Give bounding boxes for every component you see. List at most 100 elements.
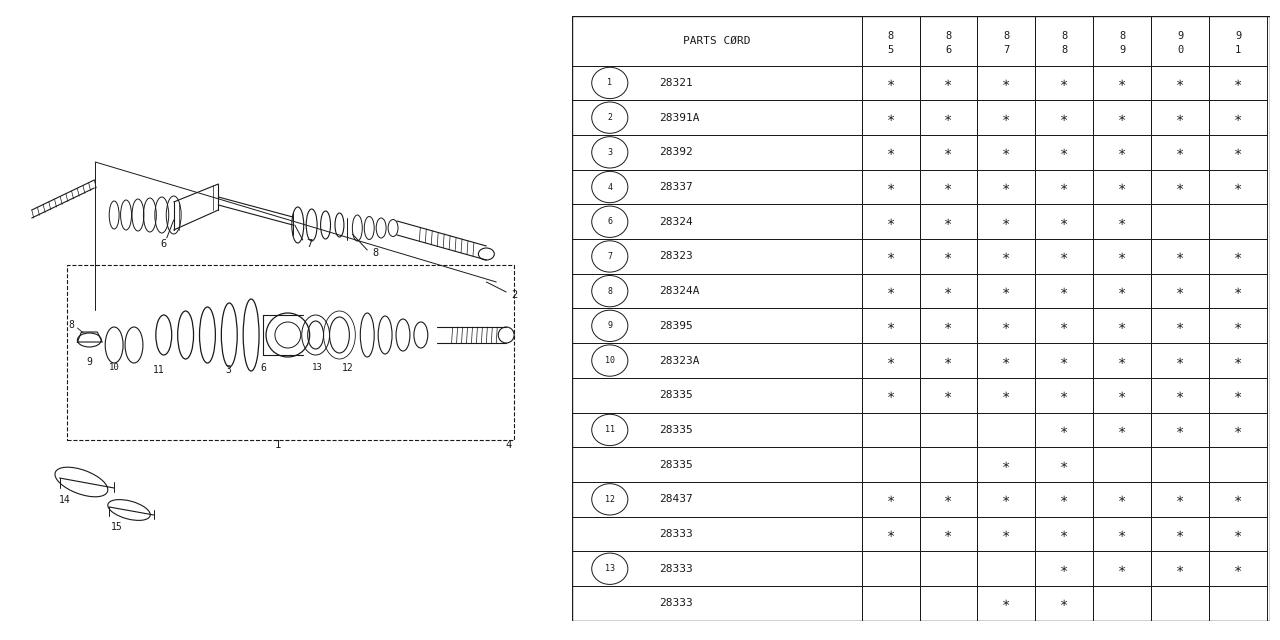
Text: ∗: ∗ xyxy=(1234,319,1242,333)
Bar xyxy=(861,447,919,482)
Bar xyxy=(861,239,919,274)
Text: 28337: 28337 xyxy=(659,182,692,192)
Text: 2: 2 xyxy=(607,113,612,122)
Text: 10: 10 xyxy=(109,364,119,372)
Bar xyxy=(1210,552,1267,586)
Bar xyxy=(978,482,1036,516)
Bar xyxy=(978,516,1036,552)
Text: ∗: ∗ xyxy=(1176,145,1184,159)
Bar xyxy=(978,552,1036,586)
Bar xyxy=(1093,65,1151,100)
Text: ∗: ∗ xyxy=(887,145,895,159)
Bar xyxy=(572,447,861,482)
Bar xyxy=(1210,135,1267,170)
Bar xyxy=(572,135,861,170)
Bar xyxy=(572,552,861,586)
Bar xyxy=(1093,516,1151,552)
Text: 8: 8 xyxy=(372,248,379,258)
Text: ∗: ∗ xyxy=(945,215,952,228)
Text: ∗: ∗ xyxy=(1060,319,1069,333)
Bar xyxy=(978,413,1036,447)
Text: ∗: ∗ xyxy=(1002,111,1011,125)
Bar xyxy=(919,343,978,378)
Bar xyxy=(1036,16,1093,65)
Bar xyxy=(1093,552,1151,586)
Text: ∗: ∗ xyxy=(1060,284,1069,298)
Text: ∗: ∗ xyxy=(1234,562,1242,576)
Text: 13: 13 xyxy=(604,564,614,573)
Text: 6: 6 xyxy=(161,239,166,249)
Bar xyxy=(861,65,919,100)
Text: 3: 3 xyxy=(607,148,612,157)
Text: 8: 8 xyxy=(1004,31,1010,41)
Bar xyxy=(919,552,978,586)
Bar xyxy=(1151,378,1210,413)
Text: ∗: ∗ xyxy=(1234,284,1242,298)
Bar xyxy=(1151,274,1210,308)
Bar xyxy=(1210,308,1267,343)
Bar xyxy=(861,135,919,170)
Text: 13: 13 xyxy=(312,364,323,372)
Text: 8: 8 xyxy=(1061,31,1068,41)
Bar xyxy=(1036,170,1093,204)
Text: 28392: 28392 xyxy=(659,147,692,157)
Bar xyxy=(919,239,978,274)
Text: 28437: 28437 xyxy=(659,494,692,504)
Bar xyxy=(1151,204,1210,239)
Bar xyxy=(572,239,861,274)
Text: 1: 1 xyxy=(1235,45,1242,55)
Bar xyxy=(1036,482,1093,516)
Text: ∗: ∗ xyxy=(1060,596,1069,611)
Text: ∗: ∗ xyxy=(887,250,895,264)
Text: ∗: ∗ xyxy=(945,319,952,333)
Bar xyxy=(1093,170,1151,204)
Bar xyxy=(1036,586,1093,621)
Text: ∗: ∗ xyxy=(1060,492,1069,506)
Bar xyxy=(572,413,861,447)
Bar xyxy=(1151,482,1210,516)
Text: 28333: 28333 xyxy=(659,529,692,539)
Text: ∗: ∗ xyxy=(1234,388,1242,403)
Bar xyxy=(1093,343,1151,378)
Text: ∗: ∗ xyxy=(1117,562,1126,576)
Text: ∗: ∗ xyxy=(1117,111,1126,125)
Text: 9: 9 xyxy=(1235,31,1242,41)
Bar xyxy=(1151,447,1210,482)
Bar xyxy=(1151,516,1210,552)
Bar xyxy=(1093,586,1151,621)
Text: ∗: ∗ xyxy=(945,180,952,194)
Bar xyxy=(861,552,919,586)
Text: ∗: ∗ xyxy=(1060,250,1069,264)
Text: 11: 11 xyxy=(604,426,614,435)
Bar xyxy=(1093,274,1151,308)
Bar xyxy=(1093,413,1151,447)
Bar xyxy=(1210,16,1267,65)
Bar xyxy=(861,413,919,447)
Text: ∗: ∗ xyxy=(1002,319,1011,333)
Text: ∗: ∗ xyxy=(1060,145,1069,159)
Bar xyxy=(1151,65,1210,100)
Text: ∗: ∗ xyxy=(1234,423,1242,437)
Text: ∗: ∗ xyxy=(1176,284,1184,298)
Text: ∗: ∗ xyxy=(1117,284,1126,298)
Bar xyxy=(572,482,861,516)
Bar xyxy=(919,16,978,65)
Text: ∗: ∗ xyxy=(887,76,895,90)
Bar xyxy=(861,204,919,239)
Bar xyxy=(978,204,1036,239)
Text: 28391A: 28391A xyxy=(659,113,699,123)
Text: ∗: ∗ xyxy=(1117,353,1126,367)
Text: ∗: ∗ xyxy=(1176,527,1184,541)
Bar xyxy=(978,100,1036,135)
Text: ∗: ∗ xyxy=(887,215,895,228)
Text: ∗: ∗ xyxy=(1060,527,1069,541)
Bar xyxy=(1036,378,1093,413)
Text: ∗: ∗ xyxy=(887,319,895,333)
Text: ∗: ∗ xyxy=(1002,284,1011,298)
Text: ∗: ∗ xyxy=(945,527,952,541)
Text: ∗: ∗ xyxy=(1002,145,1011,159)
Bar xyxy=(1210,343,1267,378)
Text: 28395: 28395 xyxy=(659,321,692,331)
Bar xyxy=(1151,100,1210,135)
Text: ∗: ∗ xyxy=(1176,180,1184,194)
